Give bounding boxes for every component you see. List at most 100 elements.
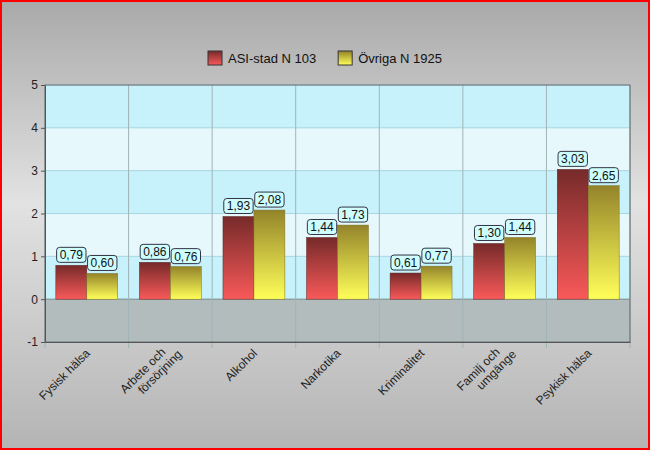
y-tick: -1 (27, 335, 45, 349)
chart: -1 0 1 2 3 4 5 Fysisk hälsa Arbete ochförsörjnin… (0, 0, 650, 450)
data-label: 3,03 (558, 151, 587, 166)
data-label-text: 1,44 (310, 220, 334, 234)
y-tick-mark (41, 128, 45, 129)
data-label-text: 1,30 (477, 226, 501, 240)
grid-line (45, 213, 630, 214)
x-tick-label: Narkotika (298, 346, 344, 392)
y-tick: 3 (31, 164, 45, 178)
data-label-box (505, 219, 534, 234)
x-tick: Fysisk hälsa (36, 342, 93, 403)
bars (56, 169, 619, 299)
y-tick: 1 (31, 250, 45, 264)
x-tick: Arbete ochförsörjning (117, 338, 184, 405)
plot-band (45, 85, 630, 128)
y-tick-label: 1 (31, 250, 38, 264)
legend-label: ASI-stad N 103 (228, 51, 316, 66)
data-label-box (88, 255, 117, 270)
data-label: 1,44 (307, 219, 336, 234)
data-label-box (224, 198, 253, 213)
data-label: 0,76 (171, 249, 200, 264)
data-label-text: 0,79 (60, 248, 84, 262)
data-label-text: 1,73 (341, 208, 365, 222)
y-tick-label: 0 (31, 293, 38, 307)
plot-band (45, 299, 630, 342)
data-label-box (57, 247, 86, 262)
category-separator (546, 85, 547, 348)
legend-item: Övriga N 1925 (338, 51, 442, 66)
data-label-box (558, 151, 587, 166)
data-label-box (307, 219, 336, 234)
y-tick-mark (41, 85, 45, 86)
x-tick-label: Arbete ochförsörjning (117, 338, 184, 405)
y-tick-mark (41, 256, 45, 257)
category-separator (462, 85, 463, 348)
x-tick: Alkohol (222, 342, 260, 384)
legend-item: ASI-stad N 103 (208, 51, 316, 66)
bar (338, 225, 369, 299)
data-label: 2,65 (589, 168, 618, 183)
y-tick-label: 2 (31, 207, 38, 221)
data-label: 0,77 (422, 248, 451, 263)
data-label-text: 0,77 (425, 249, 449, 263)
y-axis-line (45, 86, 46, 343)
data-label-text: 2,08 (258, 193, 282, 207)
x-tick-label: Fysisk hälsa (36, 346, 93, 403)
y-tick-mark (41, 214, 45, 215)
data-label-box (338, 207, 367, 222)
plot-band (45, 128, 630, 171)
bar (139, 262, 170, 299)
data-label-text: 1,93 (227, 199, 251, 213)
y-axis: -1 0 1 2 3 4 5 (27, 78, 45, 349)
data-label-text: 2,65 (592, 169, 616, 183)
x-tick-label: Kriminalitet (375, 346, 427, 398)
grid-line (45, 170, 630, 171)
legend-swatch (338, 51, 352, 65)
data-label: 2,08 (255, 192, 284, 207)
data-label-box (171, 249, 200, 264)
data-label-text: 1,44 (508, 220, 532, 234)
data-label-text: 0,60 (91, 256, 115, 270)
y-tick-label: 5 (31, 78, 38, 92)
x-tick-label: Psykisk hälsa (533, 346, 595, 408)
data-label: 1,93 (224, 198, 253, 213)
y-tick-label: 4 (31, 121, 38, 135)
x-axis: Fysisk hälsa Arbete ochförsörjning Alkohol… (36, 338, 630, 408)
data-label-text: 0,86 (143, 245, 167, 259)
data-label-box (255, 192, 284, 207)
data-label-box (474, 225, 503, 240)
plot-band (45, 171, 630, 214)
y-tick-mark (41, 299, 45, 300)
data-label: 0,60 (88, 255, 117, 270)
y-tick: 5 (31, 78, 45, 92)
category-separator (295, 85, 296, 348)
y-tick-mark (41, 342, 45, 343)
bar (474, 243, 505, 299)
y-tick: 0 (31, 293, 45, 307)
x-axis-line (46, 342, 631, 343)
data-label: 0,61 (391, 255, 420, 270)
data-label: 1,44 (505, 219, 534, 234)
legend: ASI-stad N 103 Övriga N 1925 (208, 51, 442, 66)
x-tick: Narkotika (298, 342, 344, 392)
category-separator (128, 85, 129, 348)
y-tick-label: 3 (31, 164, 38, 178)
data-label-box (391, 255, 420, 270)
y-tick-mark (41, 171, 45, 172)
bar (390, 273, 421, 299)
legend-swatch (208, 51, 222, 65)
bar (421, 266, 452, 299)
bar (170, 267, 201, 300)
data-label-box (422, 248, 451, 263)
bar (307, 237, 338, 299)
bar (505, 237, 536, 299)
grid-line (45, 127, 630, 128)
category-separator (379, 85, 380, 348)
data-label-text: 0,76 (174, 250, 198, 264)
y-tick: 4 (31, 121, 45, 135)
bar (56, 265, 87, 299)
data-label: 0,86 (140, 244, 169, 259)
background (0, 0, 650, 450)
data-label-box (589, 168, 618, 183)
bar (588, 186, 619, 300)
data-label-box (140, 244, 169, 259)
